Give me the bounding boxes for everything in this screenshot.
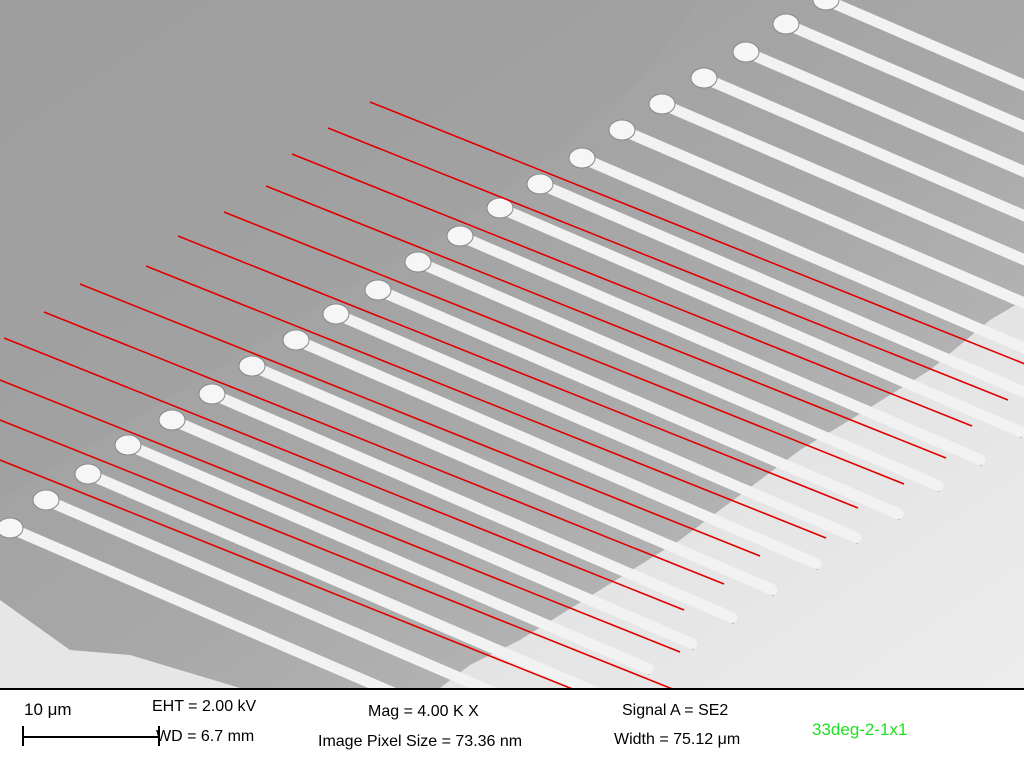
measurement-line: [177, 235, 859, 509]
nanowire: [372, 284, 904, 520]
eht-readout: EHT = 2.00 kV: [152, 698, 257, 715]
nanowire-bulb: [812, 0, 840, 11]
scale-bar: [22, 736, 160, 738]
nanowire: [330, 308, 862, 544]
mag-readout: Mag = 4.00 K X: [368, 703, 479, 720]
nanowire-bulb: [158, 409, 186, 431]
scale-bar-right-tick: [158, 726, 160, 746]
nanowire: [4, 522, 397, 688]
pixel-size-readout: Image Pixel Size = 73.36 nm: [318, 733, 523, 750]
nanowire: [698, 72, 1024, 222]
nanowire-bulb: [648, 93, 676, 115]
nanowire: [206, 388, 738, 624]
measurement-line: [3, 337, 685, 611]
nanowire: [122, 439, 654, 675]
measurement-line: [0, 459, 573, 688]
nanowire-bulb: [486, 197, 514, 219]
nanowire-bulb: [198, 383, 226, 405]
corner-structure: [0, 600, 240, 688]
scale-label: 10 μm: [24, 700, 72, 719]
measurement-line: [79, 283, 761, 557]
sem-micrograph: [0, 0, 1024, 688]
nanowire: [246, 360, 778, 596]
sem-image: [0, 0, 1024, 688]
nanowire-bulb: [32, 489, 60, 511]
nanowire: [656, 98, 1024, 266]
nanowire: [534, 178, 1024, 399]
nanowire-bulb: [282, 329, 310, 351]
nanowire-bulb: [526, 173, 554, 195]
nanowire: [740, 46, 1024, 178]
nanowire: [454, 230, 986, 466]
nanowire-bulb: [0, 517, 24, 539]
contact-pad: [440, 300, 1024, 688]
sem-databar: [0, 688, 1024, 768]
measurement-line: [223, 211, 905, 485]
nanowire: [40, 494, 498, 688]
sample-id-label: 33deg-2-1x1: [812, 720, 908, 739]
scale-bar-left-tick: [22, 726, 24, 746]
nanowire: [576, 152, 1024, 355]
measurement-line: [0, 419, 673, 688]
measurement-line: [369, 101, 1024, 365]
nanowire-bulb: [74, 463, 102, 485]
nanowire: [82, 468, 600, 688]
nanowire-bulb: [404, 251, 432, 273]
nanowire-bulb: [446, 225, 474, 247]
wd-readout: WD = 6.7 mm: [156, 728, 255, 745]
measurement-line: [145, 265, 827, 539]
rough-surface-region: [0, 0, 700, 500]
nanowire-bulb: [772, 13, 800, 35]
nanowire: [616, 124, 1024, 309]
signal-readout: Signal A = SE2: [622, 702, 729, 719]
measurement-line: [0, 379, 681, 653]
measurement-line: [291, 153, 973, 427]
nanowire-bulb: [238, 355, 266, 377]
nanowire: [412, 256, 944, 492]
nanowire-bulb: [114, 434, 142, 456]
nanowire-bulb: [322, 303, 350, 325]
nanowire: [290, 334, 822, 570]
nanowire: [494, 202, 1024, 438]
nanowire-bulb: [732, 41, 760, 63]
nanowire-bulb: [568, 147, 596, 169]
nanowire-bulb: [364, 279, 392, 301]
measurement-line: [265, 185, 947, 459]
measurement-line: [43, 311, 725, 585]
nanowire: [780, 18, 1024, 133]
width-readout: Width = 75.12 μm: [614, 731, 741, 748]
nanowire: [166, 414, 698, 650]
measurement-line: [327, 127, 1009, 401]
nanowire: [820, 0, 1024, 92]
nanowire-bulb: [608, 119, 636, 141]
nanowire-bulb: [690, 67, 718, 89]
